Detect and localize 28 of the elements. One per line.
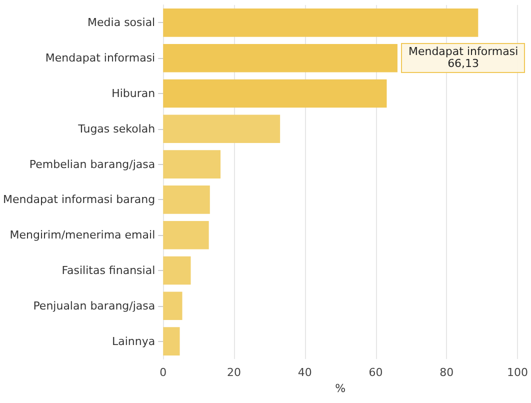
x-tick-label: 20 <box>227 366 241 379</box>
y-tick-label: Mengirim/menerima email <box>10 228 156 242</box>
bar <box>163 292 182 320</box>
bar <box>163 186 210 214</box>
x-tick-label: 40 <box>298 366 312 379</box>
bar <box>163 44 398 72</box>
x-tick-label: 0 <box>160 366 167 379</box>
y-tick-label: Mendapat informasi barang <box>2 193 156 206</box>
y-tick-label: Lainnya <box>112 334 156 348</box>
y-tick-label: Fasilitas finansial <box>62 264 156 277</box>
tooltip-box: Mendapat informasi 66,13 <box>401 43 526 74</box>
y-tick-label: Tugas sekolah <box>77 122 156 136</box>
bar <box>163 327 180 356</box>
bar <box>163 256 191 285</box>
y-tick-label: Mendapat informasi <box>45 52 156 65</box>
x-tick-label: 80 <box>440 366 454 379</box>
bar <box>163 150 221 178</box>
y-tick-label: Pembelian barang/jasa <box>29 158 156 171</box>
x-axis-title: % <box>335 382 346 395</box>
bar <box>163 79 387 108</box>
x-tick-label: 60 <box>368 366 383 379</box>
bar <box>163 220 209 250</box>
y-tick-label: Penjualan barang/jasa <box>33 299 156 312</box>
bar <box>163 8 478 37</box>
x-tick-label: 100 <box>507 366 528 379</box>
y-tick-label: Hiburan <box>112 87 156 100</box>
y-tick-label: Media sosial <box>88 16 156 30</box>
bar <box>163 114 280 144</box>
